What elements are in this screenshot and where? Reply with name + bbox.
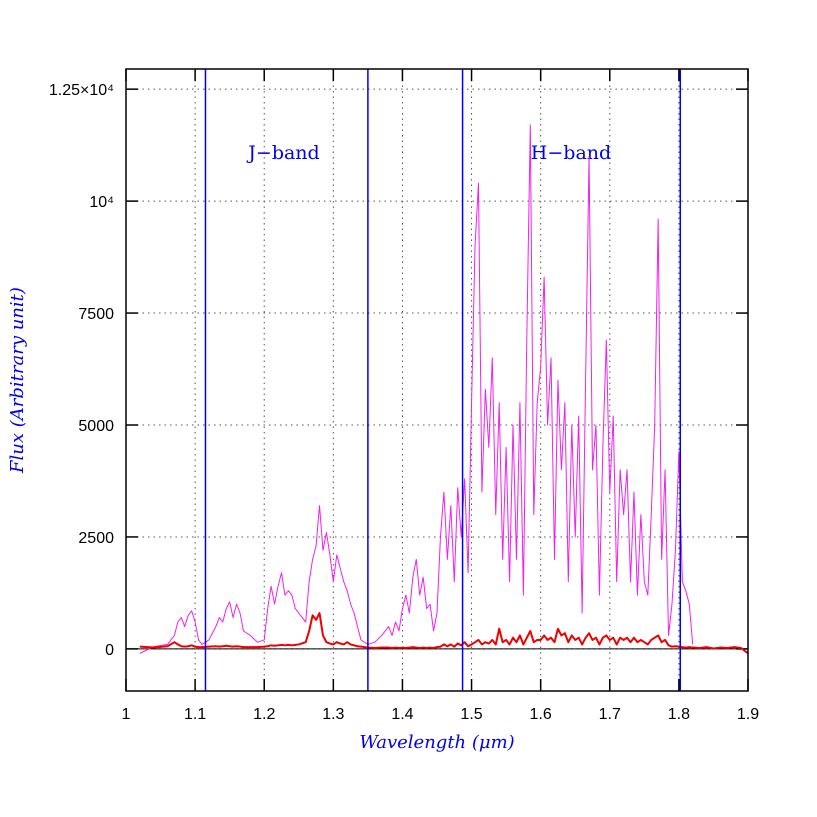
annotation: H−band [531,142,611,164]
y-axis-label: Flux (Arbitrary unit) [7,287,28,474]
x-tick-label: 1 [122,706,131,723]
x-axis-label: Wavelength (μm) [359,732,514,753]
spectrum-line [139,612,749,655]
x-tick-label: 1.8 [668,706,690,723]
x-tick-label: 1.7 [599,706,621,723]
x-tick-label: 1.3 [322,706,344,723]
y-tick-label: 1.25×10⁴ [49,82,114,99]
y-tick-label: 7500 [78,306,114,323]
x-tick-label: 1.9 [737,706,759,723]
x-tick-label: 1.1 [184,706,206,723]
annotation: J−band [246,142,319,164]
x-tick-label: 1.2 [253,706,275,723]
x-tick-label: 1.5 [460,706,482,723]
spectrum-line [139,124,694,654]
x-tick-label: 1.4 [391,706,413,723]
plot-frame [125,68,749,692]
y-tick-label: 10⁴ [89,194,114,211]
y-tick-label: 2500 [78,530,114,547]
y-tick-label: 0 [105,642,114,659]
y-tick-label: 5000 [78,418,114,435]
x-tick-label: 1.6 [530,706,552,723]
